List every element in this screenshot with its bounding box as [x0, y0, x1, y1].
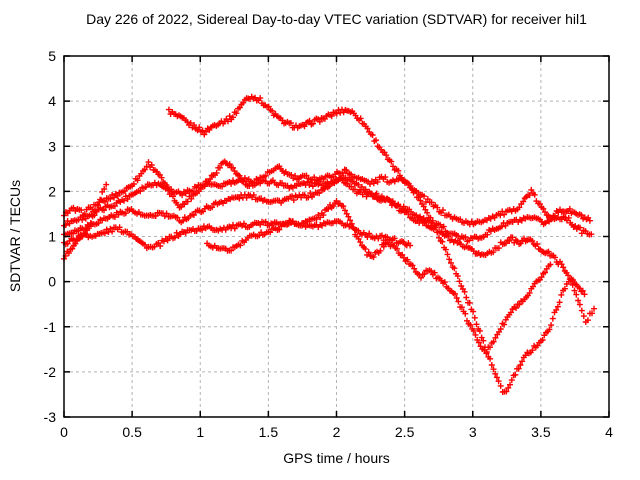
- y-tick-label: -2: [44, 364, 57, 380]
- y-tick-label: -1: [44, 319, 57, 335]
- x-tick-label: 1.5: [259, 424, 279, 440]
- x-tick-label: 4: [605, 424, 613, 440]
- x-tick-label: 2.5: [395, 424, 415, 440]
- data-series: [61, 93, 597, 395]
- x-tick-label: 3: [469, 424, 477, 440]
- y-tick-label: 2: [48, 183, 56, 199]
- x-tick-label: 3.5: [531, 424, 551, 440]
- y-tick-label: 5: [48, 48, 56, 64]
- y-tick-label: -3: [44, 409, 57, 425]
- x-axis-label: GPS time / hours: [283, 450, 390, 466]
- x-tick-label: 2: [333, 424, 341, 440]
- x-tick-label: 0.5: [122, 424, 142, 440]
- y-tick-label: 0: [48, 274, 56, 290]
- x-tick-label: 0: [60, 424, 68, 440]
- tick-labels: 0 0.5 1 1.5 2 2.5 3 3.5 4 -3 -2 -1 0 1 2 3 4 5: [44, 48, 614, 440]
- y-tick-label: 3: [48, 138, 56, 154]
- axis-ticks: [63, 55, 610, 418]
- y-tick-label: 4: [48, 93, 56, 109]
- y-tick-label: 1: [48, 229, 56, 245]
- x-tick-label: 1: [196, 424, 204, 440]
- grid-lines: [64, 56, 609, 417]
- chart-title: Day 226 of 2022, Sidereal Day-to-day VTE…: [86, 11, 587, 27]
